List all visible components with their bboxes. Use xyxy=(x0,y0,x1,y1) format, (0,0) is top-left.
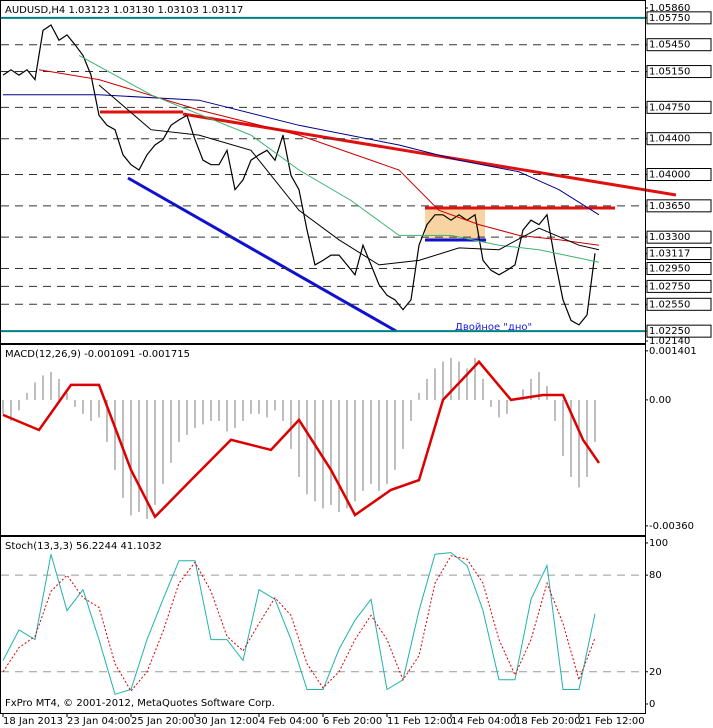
panel-frame xyxy=(0,344,646,536)
y-tick-label: 1.04400 xyxy=(649,134,690,145)
price-label-box xyxy=(646,279,712,293)
x-tick-label: 6 Feb 20:00 xyxy=(323,716,382,727)
panel-title: AUDUSD,H4 1.03123 1.03130 1.03103 1.0311… xyxy=(5,5,243,16)
y-tick-label: 1.05450 xyxy=(649,40,690,51)
price-label-box xyxy=(646,100,712,114)
copyright: FxPro MT4, © 2001-2012, MetaQuotes Softw… xyxy=(5,698,275,709)
price-label-box xyxy=(646,324,712,338)
panel-title: Stoch(13,3,3) 56.2244 41.1032 xyxy=(5,541,162,552)
y-tick-label: 1.05750 xyxy=(649,13,690,24)
series-line xyxy=(3,94,600,216)
y-tick-label: 20 xyxy=(649,667,662,678)
y-tick-label: 100 xyxy=(649,538,668,549)
price-label-box xyxy=(646,168,712,181)
y-tick-label: 1.02750 xyxy=(649,281,690,292)
price-label-box xyxy=(646,230,712,244)
y-tick-label: 1.05860 xyxy=(649,3,690,14)
series-line xyxy=(38,69,600,246)
y-tick-label: 1.04750 xyxy=(649,102,690,113)
y-tick-label: 1.02250 xyxy=(649,326,690,337)
y-tick-label: -0.00360 xyxy=(649,521,694,532)
y-tick-label: 1.03650 xyxy=(649,201,690,212)
drawings xyxy=(100,110,677,333)
x-tick-label: 21 Feb 12:00 xyxy=(579,716,645,727)
series-line xyxy=(2,359,601,519)
x-tick-label: 25 Jan 20:00 xyxy=(131,716,194,727)
y-tick-label: 1.04000 xyxy=(649,170,690,181)
trend-line xyxy=(182,112,677,197)
x-tick-label: 18 Jan 2013 xyxy=(3,716,63,727)
y-tick-label: 0 xyxy=(649,699,655,710)
panel-frame xyxy=(0,0,646,344)
price-label-box xyxy=(646,38,712,52)
annotation: Двойное "дно" xyxy=(455,322,532,333)
price-label-box xyxy=(646,132,712,146)
series-line xyxy=(98,84,600,266)
x-tick-label: 30 Jan 12:00 xyxy=(195,716,258,727)
panel-title: MACD(12,26,9) -0.001091 -0.001715 xyxy=(5,349,190,360)
x-tick-label: 23 Jan 04:00 xyxy=(67,716,130,727)
x-tick-label: 14 Feb 04:00 xyxy=(451,716,517,727)
price-label-box xyxy=(646,261,712,275)
trend-line xyxy=(127,176,397,333)
series-line xyxy=(2,552,596,695)
price-label-box xyxy=(646,247,712,261)
price-label-box xyxy=(646,199,712,213)
y-tick-label: 0.00 xyxy=(649,395,671,406)
y-tick-label: 1.02140 xyxy=(649,336,690,347)
y-tick-label: 1.02550 xyxy=(649,299,690,310)
price-label-box xyxy=(646,65,712,79)
series-line xyxy=(2,24,596,326)
y-tick-label: 1.03117 xyxy=(649,249,690,260)
y-tick-label: 0.001401 xyxy=(649,346,697,357)
y-tick-label: 1.05150 xyxy=(649,67,690,78)
series-line xyxy=(78,54,600,263)
x-tick-label: 11 Feb 12:00 xyxy=(387,716,453,727)
highlight-box xyxy=(425,208,485,240)
price-label-box xyxy=(646,297,712,311)
x-tick-label: 4 Feb 04:00 xyxy=(259,716,318,727)
x-tick-label: 18 Feb 20:00 xyxy=(515,716,581,727)
panel-frame xyxy=(0,536,646,714)
y-tick-label: 80 xyxy=(649,570,662,581)
y-tick-label: 1.02950 xyxy=(649,263,690,274)
y-tick-label: 1.03300 xyxy=(649,232,690,243)
price-label-box xyxy=(646,11,712,25)
